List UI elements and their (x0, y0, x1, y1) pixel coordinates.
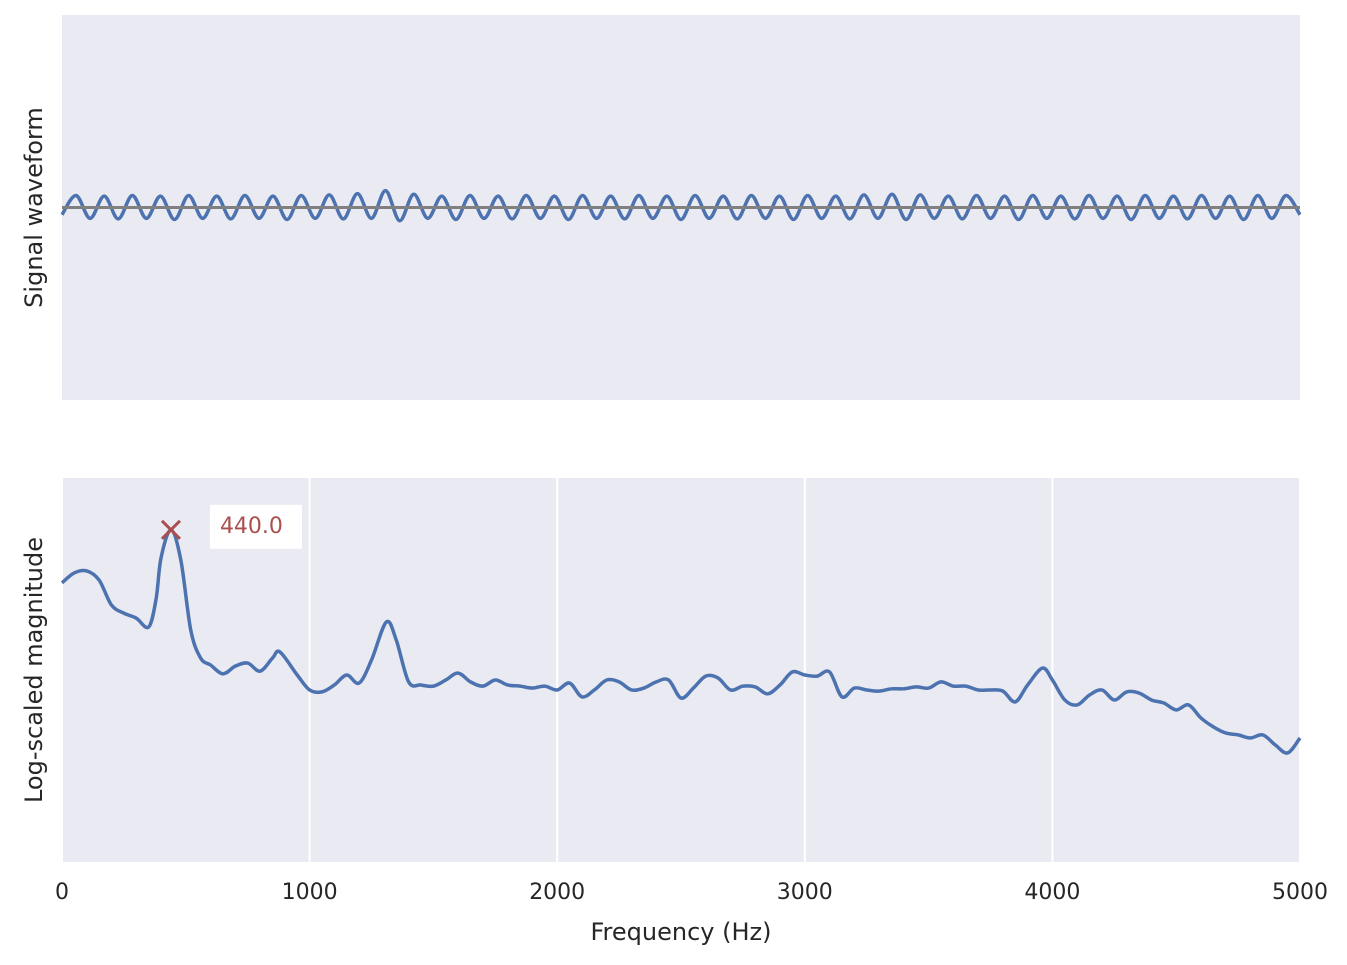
y-axis-label: Signal waveform (20, 107, 48, 308)
x-tick-label: 4000 (1024, 880, 1080, 905)
peak-marker (160, 519, 182, 540)
x-tick-label: 2000 (529, 880, 585, 905)
x-axis-label: Frequency (Hz) (591, 918, 772, 946)
x-tick-label: 0 (55, 880, 69, 905)
x-tick-label: 1000 (282, 880, 338, 905)
y-axis-label: Log-scaled magnitude (20, 537, 48, 803)
x-tick-label: 5000 (1272, 880, 1328, 905)
annotation-box (209, 504, 302, 549)
x-tick-label: 3000 (777, 880, 833, 905)
annotation-text: 440.0 (220, 514, 283, 539)
line-series (60, 528, 1302, 755)
line-series (60, 188, 1302, 223)
